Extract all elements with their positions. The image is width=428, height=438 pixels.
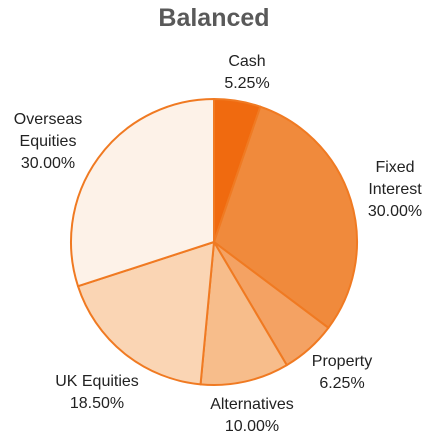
value-label: 6.25% <box>319 375 365 392</box>
pie-slice <box>70 98 215 288</box>
category-label: Alternatives <box>210 396 294 413</box>
chart-title: Balanced <box>158 4 270 32</box>
value-label: 5.25% <box>224 75 270 92</box>
value-label: 30.00% <box>20 155 76 172</box>
pie-slice <box>199 241 288 386</box>
slice-label: Alternatives 10.00% <box>192 394 312 438</box>
value-label: 30.00% <box>367 203 423 220</box>
slice-label: Property 6.25% <box>292 351 392 395</box>
pie-slice <box>76 241 215 386</box>
pie-slice <box>213 105 358 329</box>
slice-label: UK Equities 18.50% <box>37 371 157 415</box>
category-label: Cash <box>228 53 266 70</box>
value-label: 10.00% <box>224 418 280 435</box>
value-label: 18.50% <box>69 395 125 412</box>
category-label: Overseas Equities <box>13 111 83 150</box>
category-label: UK Equities <box>55 373 139 390</box>
slice-label: Overseas Equities 30.00% <box>8 109 88 175</box>
slice-label: Cash 5.25% <box>197 51 297 95</box>
category-label: Property <box>311 353 373 370</box>
slice-label: Fixed Interest 30.00% <box>355 157 428 223</box>
category-label: Fixed Interest <box>368 159 422 198</box>
